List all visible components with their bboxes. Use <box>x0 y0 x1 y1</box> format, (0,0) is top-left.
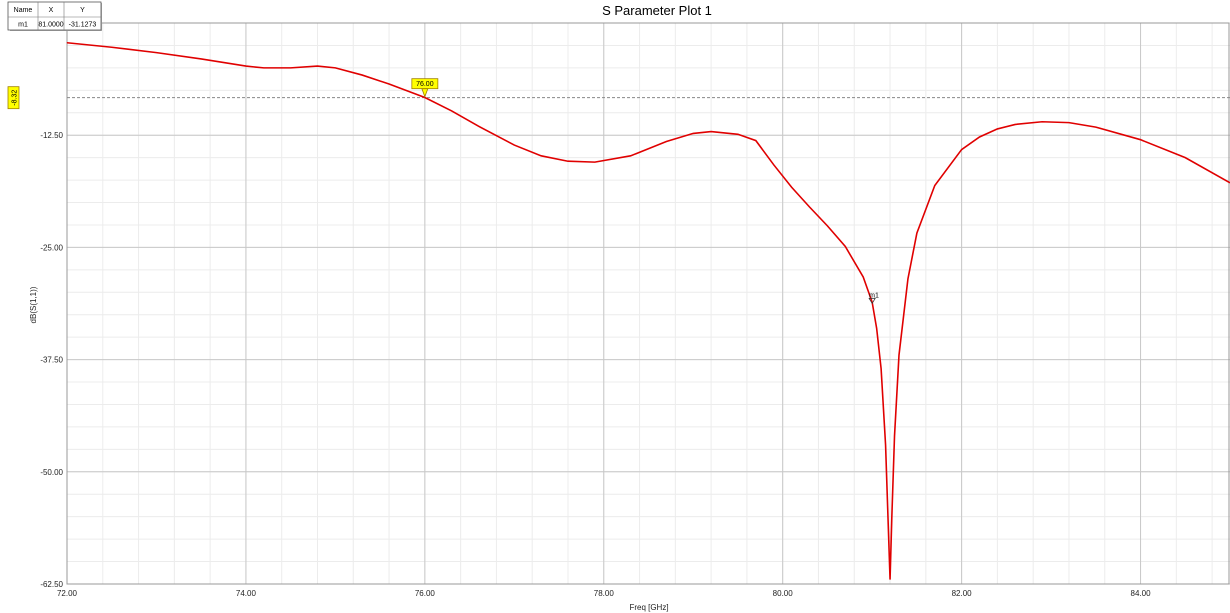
x-tick-label: 84.00 <box>1131 589 1152 598</box>
series-point <box>111 46 113 48</box>
series-point <box>898 354 900 356</box>
series-point <box>1014 124 1016 125</box>
marker-table-frame <box>7 1 102 31</box>
y-tick-label: -50.00 <box>40 468 63 477</box>
series-point <box>478 125 479 127</box>
series-point <box>1041 121 1043 123</box>
series-point <box>907 278 909 280</box>
series-point <box>916 232 918 234</box>
series-point <box>880 368 882 369</box>
marker-flag[interactable]: 76.00 <box>411 78 439 98</box>
chart-title: S Parameter Plot 1 <box>602 3 712 18</box>
marker-table-cell: -31.1273 <box>69 22 97 29</box>
series-point <box>1140 139 1141 141</box>
y-tick-label: -25.00 <box>40 243 63 252</box>
series-point <box>889 579 891 580</box>
series-point <box>891 516 893 518</box>
marker-table-header: Name <box>14 7 33 14</box>
y-tick-label: -12.50 <box>40 131 63 140</box>
series-point <box>710 131 712 133</box>
marker-table-cell: 81.0000 <box>38 22 63 29</box>
series-point <box>934 185 936 186</box>
series-line-s11 <box>66 41 1230 580</box>
series-point <box>997 128 998 130</box>
series-point <box>773 164 775 166</box>
series-point <box>791 186 793 188</box>
series-point <box>361 74 363 76</box>
series-point <box>1068 122 1070 124</box>
series-point <box>885 444 886 446</box>
marker-flag-label: 76.00 <box>416 81 434 88</box>
reference-value-label: -8.32 <box>12 90 19 106</box>
series-point <box>979 136 980 138</box>
x-tick-label: 72.00 <box>57 589 78 598</box>
series-point <box>540 155 542 157</box>
series-point <box>755 140 757 141</box>
series-point <box>862 276 864 278</box>
series-point <box>513 144 515 146</box>
y-tick-labels: -12.50 -25.00 -37.50 -50.00 -62.50 <box>40 131 63 589</box>
series-point <box>692 133 694 134</box>
series-point <box>827 225 828 227</box>
series-point <box>809 206 810 208</box>
series-point <box>66 42 68 44</box>
x-tick-label: 80.00 <box>773 589 794 598</box>
y-tick-label: -62.50 <box>40 580 63 589</box>
series-point <box>451 110 453 112</box>
series-point <box>665 141 667 142</box>
series-point <box>567 160 569 162</box>
series-point <box>245 65 247 67</box>
marker-table-cell: m1 <box>18 22 28 29</box>
series-point <box>844 246 846 247</box>
series-point <box>887 525 889 527</box>
series-point <box>630 155 632 157</box>
marker-m1-label: m1 <box>869 292 879 299</box>
y-tick-label: -37.50 <box>40 356 63 365</box>
x-tick-label: 76.00 <box>415 589 436 598</box>
series-point <box>156 52 157 54</box>
series-point <box>737 133 739 135</box>
marker-m1[interactable]: m1 <box>868 292 879 305</box>
series-point <box>961 149 963 150</box>
x-tick-label: 74.00 <box>236 589 257 598</box>
series-point <box>317 65 318 67</box>
marker-table-header: Y <box>80 7 85 14</box>
y-axis-label: dB(S(1,1)) <box>29 286 38 323</box>
series-point <box>894 435 895 437</box>
series-point <box>388 83 390 85</box>
marker-table-header: X <box>49 7 54 14</box>
series-point <box>290 67 292 69</box>
plot-frame <box>66 22 1230 585</box>
reference-line-label: -8.32 <box>7 86 20 110</box>
series-point <box>334 67 336 69</box>
x-tick-labels: 72.00 74.00 76.00 78.00 80.00 82.00 84.00 <box>57 589 1151 598</box>
series-point <box>1184 157 1186 159</box>
series-point <box>200 58 202 60</box>
series-point <box>876 327 878 329</box>
series-point <box>1095 126 1097 128</box>
x-tick-label: 78.00 <box>594 589 615 598</box>
marker-table[interactable]: Name X Ym1 81.0000 -31.1273 <box>7 1 102 31</box>
series-points <box>66 42 1230 580</box>
x-tick-label: 82.00 <box>952 589 973 598</box>
series-point <box>263 67 265 69</box>
x-axis-label: Freq [GHz] <box>629 603 668 612</box>
series-point <box>594 161 596 163</box>
